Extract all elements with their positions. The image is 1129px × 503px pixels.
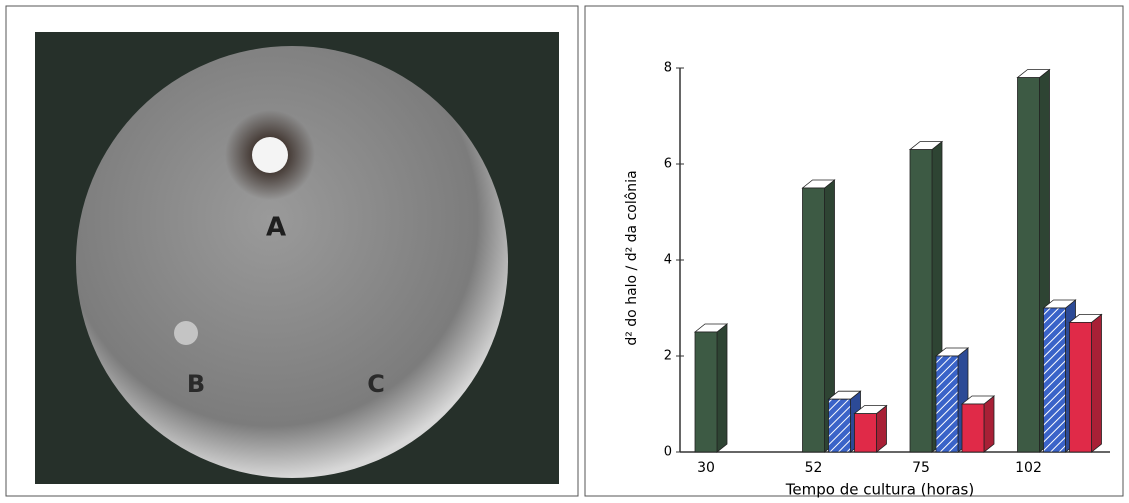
bar (855, 414, 877, 452)
y-tick-label: 0 (664, 445, 672, 460)
bar (1018, 78, 1040, 452)
bar-side (717, 324, 727, 452)
bar-side (984, 396, 994, 452)
bar (1070, 322, 1092, 452)
petri-dish (76, 46, 508, 478)
bar-side (1092, 314, 1102, 452)
bar (1044, 308, 1066, 452)
photo-label: C (367, 370, 385, 398)
bar (829, 399, 851, 452)
y-tick-label: 4 (664, 253, 672, 268)
disc (252, 137, 288, 173)
bar (962, 404, 984, 452)
x-tick-label: 75 (912, 460, 930, 476)
x-tick-label: 30 (697, 460, 715, 476)
photo-label: B (187, 370, 205, 398)
y-tick-label: 6 (664, 157, 672, 172)
bar (910, 150, 932, 452)
photo-label: A (266, 213, 286, 243)
bar (803, 188, 825, 452)
y-axis-label: d² do halo / d² da colônia (624, 170, 640, 345)
x-tick-label: 52 (805, 460, 823, 476)
x-axis-label: Tempo de cultura (horas) (785, 481, 974, 499)
disc (174, 321, 198, 345)
x-tick-label: 102 (1015, 460, 1042, 476)
figure: A B C d² do halo / d² da colônia Tempo d… (0, 0, 1129, 499)
bar (695, 332, 717, 452)
bar (936, 356, 958, 452)
y-tick-label: 8 (664, 61, 672, 76)
y-tick-label: 2 (664, 349, 672, 364)
